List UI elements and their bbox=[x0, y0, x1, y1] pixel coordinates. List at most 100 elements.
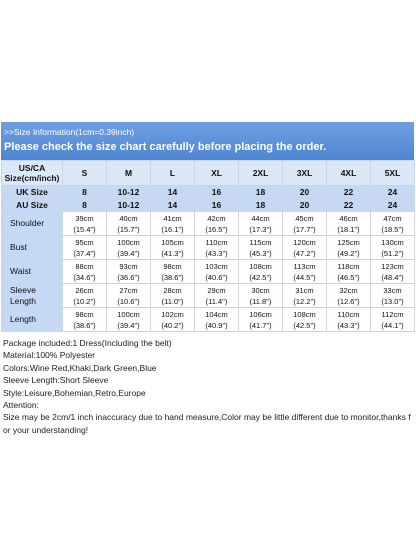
measure-cell: 98cm (38.6") bbox=[62, 307, 107, 332]
cm-value: 100cm bbox=[117, 309, 140, 319]
cm-value: 27cm bbox=[119, 285, 138, 295]
size-cell: 8 bbox=[62, 185, 107, 199]
measure-row: Length 98cm (38.6") 100cm (39.4") 102cm (40.2"… bbox=[1, 307, 415, 332]
inch-value: (42.5") bbox=[293, 320, 316, 330]
measure-cell: 108cm (42.5") bbox=[238, 259, 283, 284]
size-row: UK Size 8 10-12 14 16 18 20 22 24 bbox=[1, 185, 415, 199]
cm-value: 123cm bbox=[381, 261, 404, 271]
measure-cell: 27cm (10.6") bbox=[106, 283, 151, 308]
inch-value: (44.1") bbox=[381, 320, 404, 330]
measure-cell: 104cm (40.9") bbox=[194, 307, 239, 332]
measure-cell: 40cm (15.7") bbox=[106, 211, 151, 236]
inch-value: (11.8") bbox=[249, 296, 272, 306]
measure-cell: 103cm (40.6") bbox=[194, 259, 239, 284]
size-cell: 16 bbox=[194, 198, 239, 212]
measure-cell: 41cm (16.1") bbox=[150, 211, 195, 236]
cm-value: 115cm bbox=[249, 237, 272, 247]
note-line: Material:100% Polyester bbox=[3, 350, 96, 361]
measure-row: Shoulder 39cm (15.4") 40cm (15.7") 41cm (16.1"… bbox=[1, 211, 415, 236]
measure-cell: 113cm (44.5") bbox=[282, 259, 327, 284]
column-header: 3XL bbox=[282, 160, 327, 186]
cm-value: 26cm bbox=[75, 285, 94, 295]
measure-cell: 98cm (38.6") bbox=[150, 259, 195, 284]
inch-value: (39.4") bbox=[117, 320, 140, 330]
cm-value: 103cm bbox=[205, 261, 228, 271]
cm-value: 39cm bbox=[75, 213, 94, 223]
size-cell: 20 bbox=[282, 185, 327, 199]
cm-value: 44cm bbox=[251, 213, 270, 223]
measure-cell: 100cm (39.4") bbox=[106, 307, 151, 332]
cm-value: 45cm bbox=[295, 213, 314, 223]
inch-value: (17.7") bbox=[293, 224, 316, 234]
cm-value: 108cm bbox=[249, 261, 272, 271]
cm-value: 113cm bbox=[293, 261, 316, 271]
inch-value: (49.2") bbox=[337, 248, 360, 258]
cm-value: 110cm bbox=[337, 309, 360, 319]
cm-value: 112cm bbox=[381, 309, 404, 319]
inch-value: (43.3") bbox=[337, 320, 360, 330]
cm-value: 125cm bbox=[337, 237, 360, 247]
cm-value: 88cm bbox=[75, 261, 94, 271]
cm-value: 32cm bbox=[339, 285, 358, 295]
measure-cell: 93cm (36.6") bbox=[106, 259, 151, 284]
size-cell: 24 bbox=[370, 198, 415, 212]
cm-value: 28cm bbox=[163, 285, 182, 295]
inch-value: (17.3") bbox=[249, 224, 272, 234]
cm-value: 31cm bbox=[295, 285, 314, 295]
cm-value: 106cm bbox=[249, 309, 272, 319]
cm-value: 33cm bbox=[383, 285, 402, 295]
cm-value: 42cm bbox=[207, 213, 226, 223]
inch-value: (44.5") bbox=[293, 272, 316, 282]
note-line: Style:Leisure,Bohemian,Retro,Europe bbox=[3, 387, 146, 398]
cm-value: 46cm bbox=[339, 213, 358, 223]
inch-value: (16.1") bbox=[161, 224, 184, 234]
inch-value: (40.9") bbox=[205, 320, 228, 330]
measure-cell: 102cm (40.2") bbox=[150, 307, 195, 332]
cm-value: 104cm bbox=[205, 309, 228, 319]
column-header: US/CA Size(cm/inch) bbox=[1, 160, 63, 186]
cm-value: 100cm bbox=[117, 237, 140, 247]
inch-value: (15.4") bbox=[73, 224, 96, 234]
size-cell: 14 bbox=[150, 185, 195, 199]
size-info: >>Size Information(1cm=0.39inch) bbox=[4, 127, 135, 137]
measure-cell: 120cm (47.2") bbox=[282, 235, 327, 260]
inch-value: (38.6") bbox=[73, 320, 96, 330]
measure-row: Sleeve Length 26cm (10.2") 27cm (10.6") 28cm(… bbox=[1, 283, 415, 308]
cm-value: 30cm bbox=[251, 285, 270, 295]
measure-cell: 33cm (13.0") bbox=[370, 283, 415, 308]
column-header: 2XL bbox=[238, 160, 283, 186]
column-header: XL bbox=[194, 160, 239, 186]
measure-cell: 47cm (18.5") bbox=[370, 211, 415, 236]
cm-value: 98cm bbox=[163, 261, 182, 271]
cm-value: 108cm bbox=[293, 309, 316, 319]
inch-value: (10.6") bbox=[117, 296, 140, 306]
inch-value: (51.2") bbox=[381, 248, 404, 258]
note-line: Sleeve Length:Short Sleeve bbox=[3, 375, 109, 386]
inch-value: (46.5") bbox=[337, 272, 360, 282]
measure-cell: 29cm (11.4") bbox=[194, 283, 239, 308]
note-line: Colors:Wine Red,Khaki,Dark Green,Blue bbox=[3, 362, 157, 373]
cm-value: 98cm bbox=[75, 309, 94, 319]
inch-value: (41.3") bbox=[161, 248, 184, 258]
inch-value: (11.4") bbox=[205, 296, 228, 306]
column-header: M bbox=[106, 160, 151, 186]
row-label: Length bbox=[1, 307, 63, 332]
size-cell: AU Size bbox=[1, 198, 63, 212]
measure-cell: 88cm (34.6") bbox=[62, 259, 107, 284]
inch-value: (36.6") bbox=[117, 272, 140, 282]
measure-cell: 130cm (51.2") bbox=[370, 235, 415, 260]
measure-cell: 106cm (41.7") bbox=[238, 307, 283, 332]
note-line: Size may be 2cm/1 inch inaccuracy due to… bbox=[3, 412, 411, 435]
cm-value: 105cm bbox=[161, 237, 184, 247]
measure-cell: 108cm (42.5") bbox=[282, 307, 327, 332]
cm-value: 130cm bbox=[381, 237, 404, 247]
inch-value: (43.3") bbox=[205, 248, 228, 258]
measure-cell: 30cm (11.8") bbox=[238, 283, 283, 308]
size-cell: 18 bbox=[238, 185, 283, 199]
measure-cell: 95cm (37.4") bbox=[62, 235, 107, 260]
inch-value: (12.2") bbox=[293, 296, 316, 306]
measure-cell: 115cm (45.3") bbox=[238, 235, 283, 260]
cm-value: 47cm bbox=[383, 213, 402, 223]
cm-value: 118cm bbox=[337, 261, 360, 271]
inch-value: (18.5") bbox=[381, 224, 404, 234]
